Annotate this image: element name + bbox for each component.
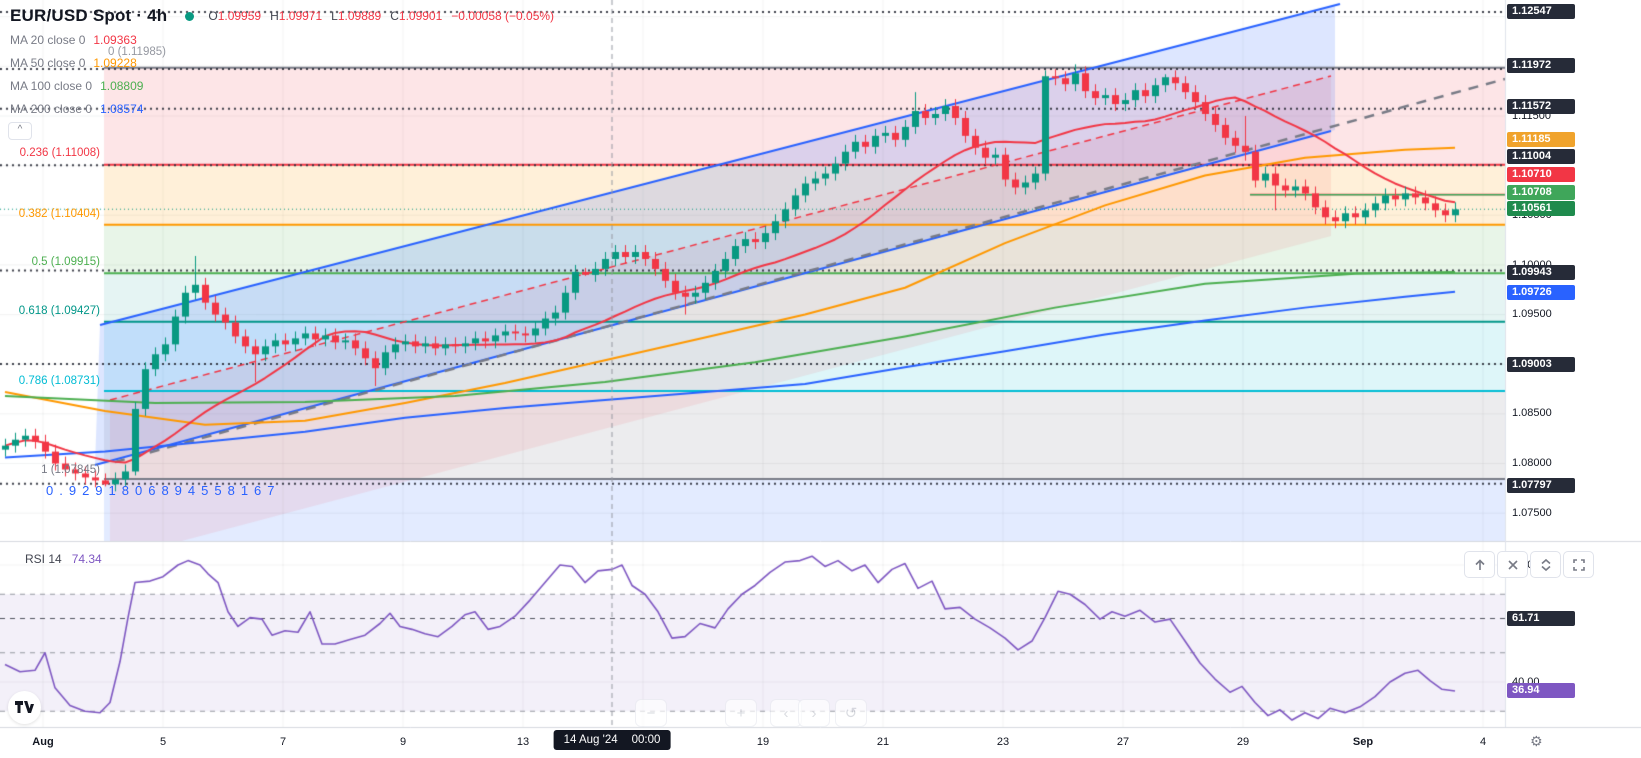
pane-collapse-button[interactable]	[1530, 551, 1561, 578]
ohlc-close-label: C	[390, 9, 399, 23]
ma-legend-row-1: MA 20 close 0 1.09363	[10, 28, 554, 51]
market-status-dot	[185, 11, 195, 21]
ma-row-label: MA 100 close 0	[10, 78, 93, 93]
gear-icon[interactable]: ⚙	[1530, 733, 1543, 749]
collapse-icon	[1540, 558, 1551, 571]
arrow-up-icon	[1474, 558, 1485, 570]
ma-row-label: MA 20 close 0	[10, 32, 86, 47]
ma-legend-rows: MA 20 close 0 1.09363 MA 50 close 0 1.09228…	[10, 28, 554, 120]
rsi-legend: RSI 14 74.34	[25, 552, 102, 566]
ohlc-open-value: 1.09959	[217, 9, 262, 23]
pane-move-up-button[interactable]	[1464, 551, 1495, 578]
ohlc-close-value: 1.09901	[398, 9, 443, 23]
rsi-label: RSI 14	[25, 552, 62, 566]
ma-legend-row-2: MA 50 close 0 1.09228	[10, 51, 554, 74]
zoom-out-button[interactable]: −	[635, 699, 667, 727]
ma-row-label: MA 200 close 0	[10, 101, 93, 116]
ma-row-value: 1.09228	[93, 55, 137, 70]
legend-collapse-button[interactable]: ^	[8, 122, 32, 140]
ma-row-label: MA 50 close 0	[10, 55, 86, 70]
ma-row-value: 1.09363	[93, 32, 137, 47]
ma-legend-row-4: MA 200 close 0 1.08574	[10, 97, 554, 120]
ohlc-values: O1.09959 H1.09971 L1.09889 C1.09901 −0.0…	[208, 9, 554, 23]
maximize-icon	[1572, 558, 1585, 571]
ohlc-high-value: 1.09971	[278, 9, 323, 23]
ma-legend-row-3: MA 100 close 0 1.08809	[10, 74, 554, 97]
ma-row-value: 1.08809	[100, 78, 144, 93]
pane-close-button[interactable]	[1497, 551, 1528, 578]
ohlc-open-label: O	[208, 9, 218, 23]
rsi-value: 74.34	[71, 552, 102, 566]
ohlc-low-value: 1.09889	[337, 9, 382, 23]
ma-row-value: 1.08574	[100, 101, 144, 116]
pane-maximize-button[interactable]	[1563, 551, 1594, 578]
price-change: −0.00058 (−0.05%)	[451, 9, 555, 23]
symbol-title[interactable]: EUR/USD Spot · 4h	[10, 6, 168, 25]
scroll-left-button[interactable]: ‹	[770, 699, 802, 727]
ohlc-high-label: H	[270, 9, 279, 23]
zoom-in-button[interactable]: +	[725, 699, 757, 727]
ohlc-low-label: L	[331, 9, 338, 23]
close-icon	[1507, 559, 1518, 570]
tradingview-logo[interactable]	[8, 691, 41, 724]
chart-legend: EUR/USD Spot · 4h O1.09959 H1.09971 L1.0…	[10, 4, 554, 120]
scroll-right-button[interactable]: ›	[798, 699, 830, 727]
legend-title-row: EUR/USD Spot · 4h O1.09959 H1.09971 L1.0…	[10, 4, 554, 28]
reset-view-button[interactable]: ↺	[835, 699, 867, 727]
tradingview-logo-icon	[15, 701, 34, 713]
